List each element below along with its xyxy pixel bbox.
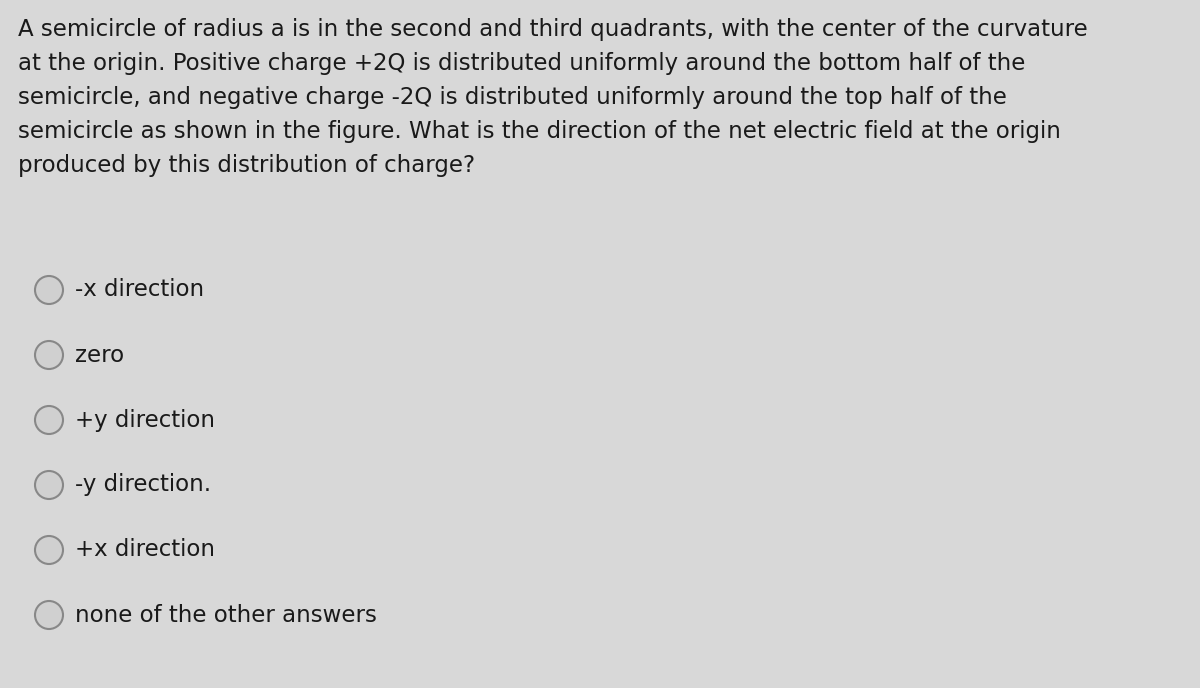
- Ellipse shape: [35, 276, 64, 304]
- Text: -y direction.: -y direction.: [74, 473, 211, 497]
- Ellipse shape: [35, 406, 64, 434]
- Text: +y direction: +y direction: [74, 409, 215, 431]
- Ellipse shape: [35, 601, 64, 629]
- Text: at the origin. Positive charge +2Q is distributed uniformly around the bottom ha: at the origin. Positive charge +2Q is di…: [18, 52, 1025, 75]
- Ellipse shape: [35, 536, 64, 564]
- Ellipse shape: [35, 471, 64, 499]
- Text: -x direction: -x direction: [74, 279, 204, 301]
- Ellipse shape: [35, 341, 64, 369]
- Text: +x direction: +x direction: [74, 539, 215, 561]
- Text: produced by this distribution of charge?: produced by this distribution of charge?: [18, 154, 475, 177]
- Text: semicircle as shown in the figure. What is the direction of the net electric fie: semicircle as shown in the figure. What …: [18, 120, 1061, 143]
- Text: none of the other answers: none of the other answers: [74, 603, 377, 627]
- Text: zero: zero: [74, 343, 124, 367]
- Text: semicircle, and negative charge -2Q is distributed uniformly around the top half: semicircle, and negative charge -2Q is d…: [18, 86, 1007, 109]
- Text: A semicircle of radius a is in the second and third quadrants, with the center o: A semicircle of radius a is in the secon…: [18, 18, 1087, 41]
